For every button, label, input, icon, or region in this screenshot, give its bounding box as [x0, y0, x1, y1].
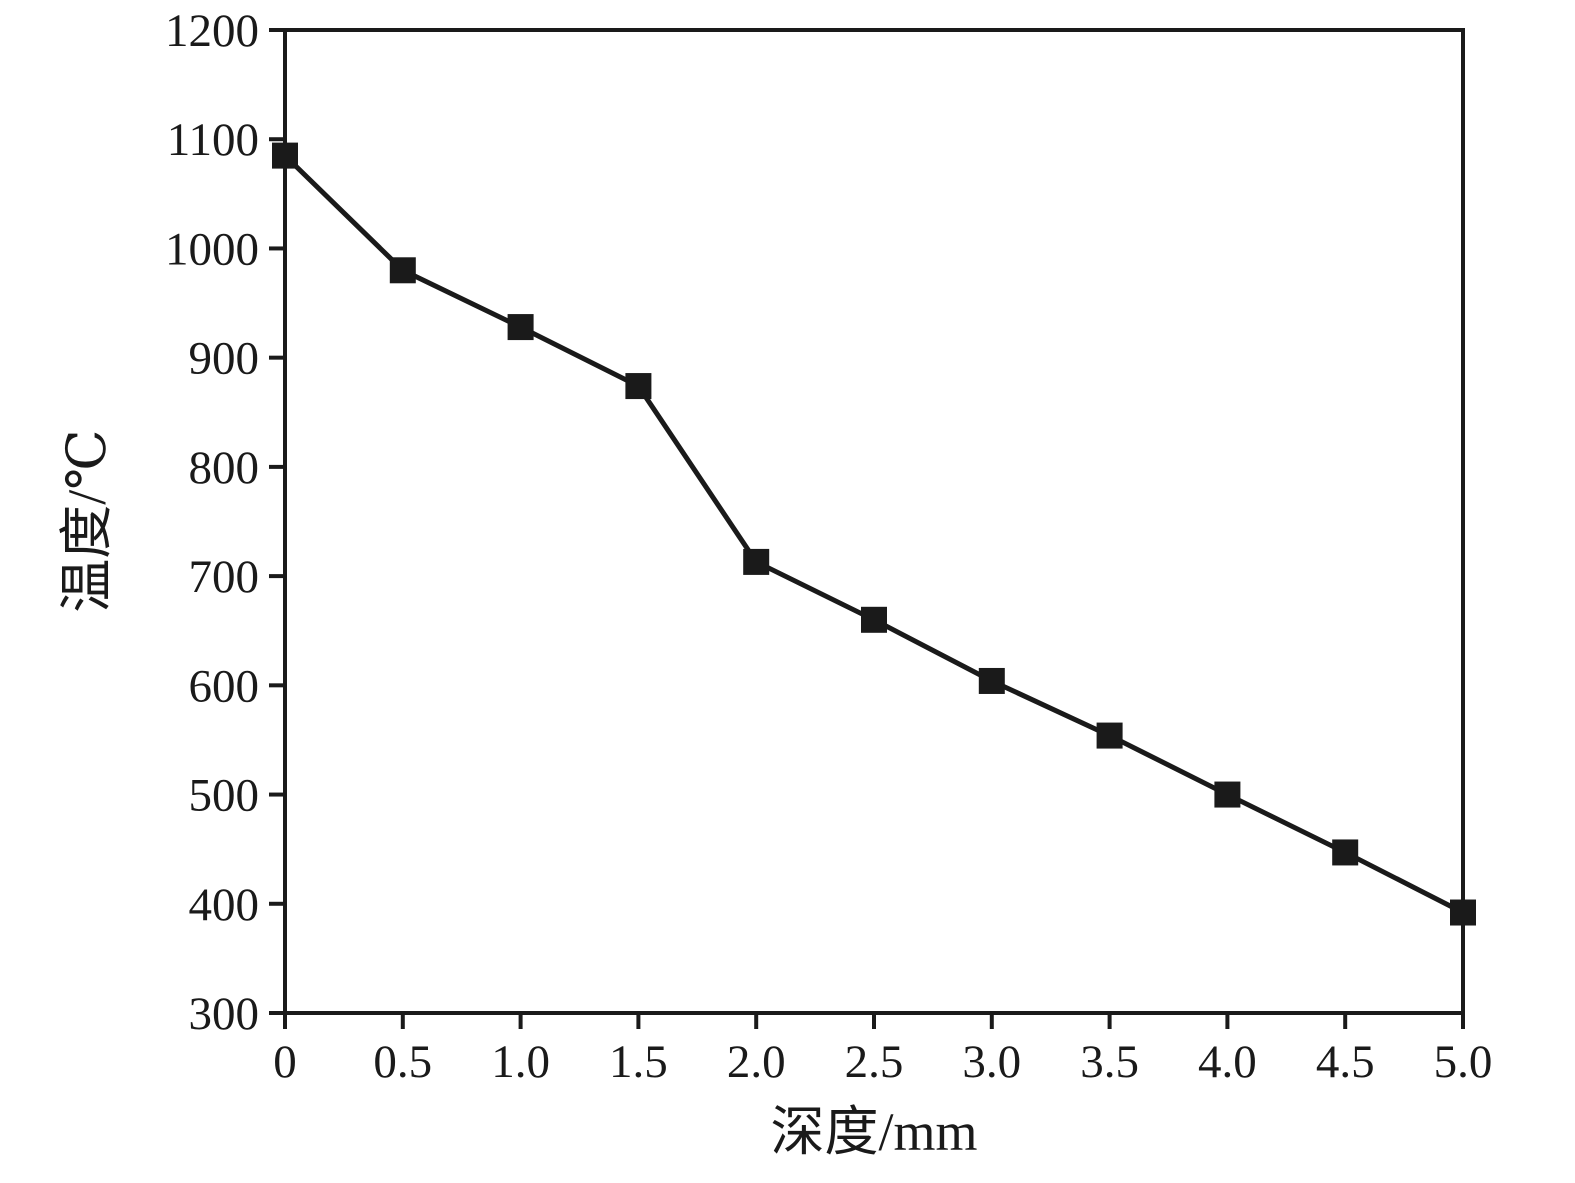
- x-axis-tick-label: 2.5: [845, 1036, 904, 1088]
- y-axis-tick-label: 700: [189, 551, 260, 603]
- data-point-marker: [1332, 839, 1359, 866]
- x-axis-tick-label: 5.0: [1434, 1036, 1493, 1088]
- x-axis-tick-label: 1.0: [491, 1036, 550, 1088]
- y-axis-tick-label: 1100: [167, 114, 259, 166]
- data-series: [272, 142, 1476, 926]
- data-point-marker: [389, 257, 416, 284]
- data-point-marker: [743, 548, 770, 575]
- x-axis-tick-label: 1.5: [609, 1036, 668, 1088]
- data-point-marker: [507, 314, 534, 341]
- y-axis-tick-label: 600: [189, 660, 260, 712]
- x-axis-tick-label: 4.5: [1316, 1036, 1375, 1088]
- axis-tick-labels: 0 0.5 1.0 1.5 2.0 2.5 3.0 3.5 4.0 4.5 5.0 300 400 500…: [165, 5, 1492, 1088]
- data-point-marker: [1096, 722, 1123, 749]
- x-axis-tick-label: 4.0: [1198, 1036, 1257, 1088]
- x-axis-tick-label: 3.5: [1080, 1036, 1139, 1088]
- axis-ticks: [269, 28, 1465, 1029]
- plot-frame: [283, 28, 1465, 1015]
- y-axis-tick-label: 1000: [165, 223, 259, 275]
- data-point-marker: [1450, 899, 1476, 926]
- x-axis-title: 深度/mm: [770, 1102, 977, 1162]
- y-axis-tick-label: 900: [189, 333, 260, 385]
- data-point-marker: [272, 142, 298, 169]
- data-point-marker: [1214, 781, 1241, 808]
- y-axis-title: 温度/℃: [57, 429, 117, 612]
- y-axis-tick-label: 400: [189, 879, 260, 931]
- data-point-marker: [861, 606, 887, 633]
- data-point-marker: [625, 373, 652, 400]
- x-axis-tick-label: 3.0: [962, 1036, 1021, 1088]
- y-axis-tick-label: 500: [189, 770, 260, 822]
- y-axis-tick-label: 300: [189, 988, 260, 1040]
- y-axis-tick-label: 800: [189, 442, 260, 494]
- x-axis-tick-label: 2.0: [727, 1036, 786, 1088]
- data-point-marker: [978, 667, 1005, 694]
- x-axis-tick-label: 0.5: [373, 1036, 432, 1088]
- series-line: [283, 153, 1465, 915]
- y-axis-tick-label: 1200: [165, 5, 259, 57]
- x-axis-tick-label: 0: [273, 1036, 297, 1088]
